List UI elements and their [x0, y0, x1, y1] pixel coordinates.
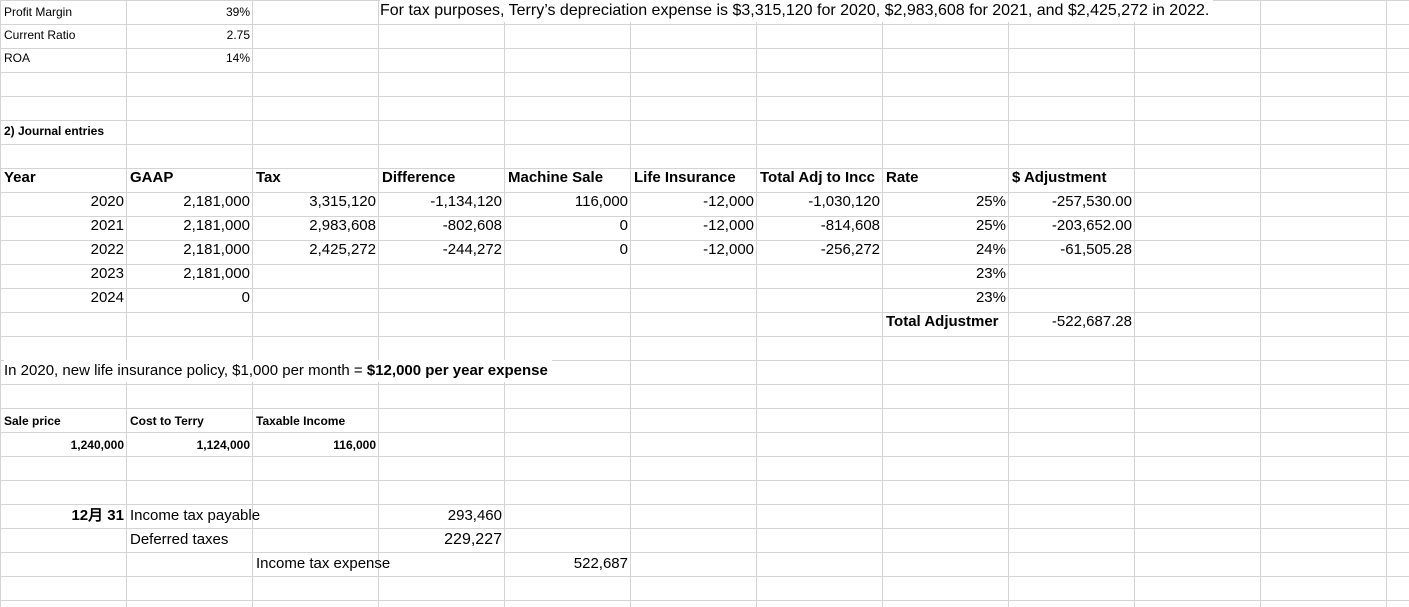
cell-total-adj[interactable]: -256,272 [820, 241, 880, 258]
journal-line3-label[interactable]: Income tax expense [256, 555, 391, 572]
cell-life-insurance[interactable]: -12,000 [703, 241, 754, 258]
metric-label-profit-margin[interactable]: Profit Margin [4, 5, 73, 19]
metric-value-profit-margin[interactable]: 39% [225, 5, 250, 19]
metric-value-current-ratio[interactable]: 2.75 [226, 28, 250, 42]
metric-label-roa[interactable]: ROA [4, 51, 31, 65]
metric-label-current-ratio[interactable]: Current Ratio [4, 28, 76, 42]
cell-machine-sale[interactable]: 0 [619, 217, 628, 234]
cell-rate[interactable]: 24% [975, 241, 1006, 258]
cell-year[interactable]: 2021 [90, 217, 124, 234]
cell-life-insurance[interactable]: -12,000 [703, 193, 754, 210]
journal-line1-label[interactable]: Income tax payable [130, 507, 261, 524]
header-life-insurance[interactable]: Life Insurance [634, 169, 736, 186]
taxable-income-header[interactable]: Taxable Income [256, 414, 346, 428]
cell-total-adj[interactable]: -814,608 [820, 217, 880, 234]
metric-value-roa[interactable]: 14% [225, 51, 250, 65]
journal-line3-value[interactable]: 522,687 [573, 555, 628, 572]
insurance-note[interactable]: In 2020, new life insurance policy, $1,0… [4, 360, 552, 382]
journal-date[interactable]: 12月 31 [71, 507, 124, 524]
tax-depreciation-note[interactable]: For tax purposes, Terry’s depreciation e… [380, 0, 1214, 22]
journal-line2-value[interactable]: 229,227 [444, 531, 502, 548]
insurance-note-bold: $12,000 per year expense [366, 362, 548, 379]
cell-rate[interactable]: 25% [975, 193, 1006, 210]
journal-line2-label[interactable]: Deferred taxes [130, 531, 229, 548]
cell-year[interactable]: 2023 [90, 265, 124, 282]
header-difference[interactable]: Difference [382, 169, 456, 186]
total-adjustment-label[interactable]: Total Adjustmer [886, 313, 999, 330]
cell-difference[interactable]: -802,608 [442, 217, 502, 234]
cell-rate[interactable]: 25% [975, 217, 1006, 234]
cell-difference[interactable]: -1,134,120 [430, 193, 502, 210]
total-adjustment-value[interactable]: -522,687.28 [1051, 313, 1132, 330]
cell-rate[interactable]: 23% [975, 289, 1006, 306]
cell-tax[interactable]: 2,983,608 [309, 217, 376, 234]
cost-to-terry-header[interactable]: Cost to Terry [130, 414, 204, 428]
cell-total-adj[interactable]: -1,030,120 [808, 193, 880, 210]
cell-adjustment[interactable]: -61,505.28 [1060, 241, 1132, 258]
sale-price-value[interactable]: 1,240,000 [70, 438, 124, 452]
journal-line1-value[interactable]: 293,460 [447, 507, 502, 524]
cell-gaap[interactable]: 2,181,000 [183, 193, 250, 210]
header-machine-sale[interactable]: Machine Sale [508, 169, 604, 186]
cell-adjustment[interactable]: -203,652.00 [1051, 217, 1132, 234]
header-tax[interactable]: Tax [256, 169, 281, 186]
cell-tax[interactable]: 2,425,272 [309, 241, 376, 258]
cell-year[interactable]: 2024 [90, 289, 124, 306]
sale-price-header[interactable]: Sale price [4, 414, 61, 428]
cell-tax[interactable]: 3,315,120 [309, 193, 376, 210]
cell-machine-sale[interactable]: 116,000 [574, 193, 628, 210]
cell-gaap[interactable]: 2,181,000 [183, 265, 250, 282]
cell-rate[interactable]: 23% [975, 265, 1006, 282]
cell-gaap[interactable]: 0 [241, 289, 250, 306]
cost-to-terry-value[interactable]: 1,124,000 [196, 438, 250, 452]
taxable-income-value[interactable]: 116,000 [333, 438, 376, 452]
section-title[interactable]: 2) Journal entries [4, 124, 105, 138]
cell-year[interactable]: 2022 [90, 241, 124, 258]
header-rate[interactable]: Rate [886, 169, 919, 186]
cell-adjustment[interactable]: -257,530.00 [1051, 193, 1132, 210]
cell-life-insurance[interactable]: -12,000 [703, 217, 754, 234]
cell-year[interactable]: 2020 [90, 193, 124, 210]
header-total-adj[interactable]: Total Adj to Incc [760, 169, 875, 186]
header-year[interactable]: Year [4, 169, 36, 186]
cell-difference[interactable]: -244,272 [442, 241, 502, 258]
cell-gaap[interactable]: 2,181,000 [183, 217, 250, 234]
header-dollar-adjustment[interactable]: $ Adjustment [1012, 169, 1107, 186]
cell-machine-sale[interactable]: 0 [619, 241, 628, 258]
cell-gaap[interactable]: 2,181,000 [183, 241, 250, 258]
insurance-note-text: In 2020, new life insurance policy, $1,0… [4, 362, 367, 379]
header-gaap[interactable]: GAAP [130, 169, 174, 186]
